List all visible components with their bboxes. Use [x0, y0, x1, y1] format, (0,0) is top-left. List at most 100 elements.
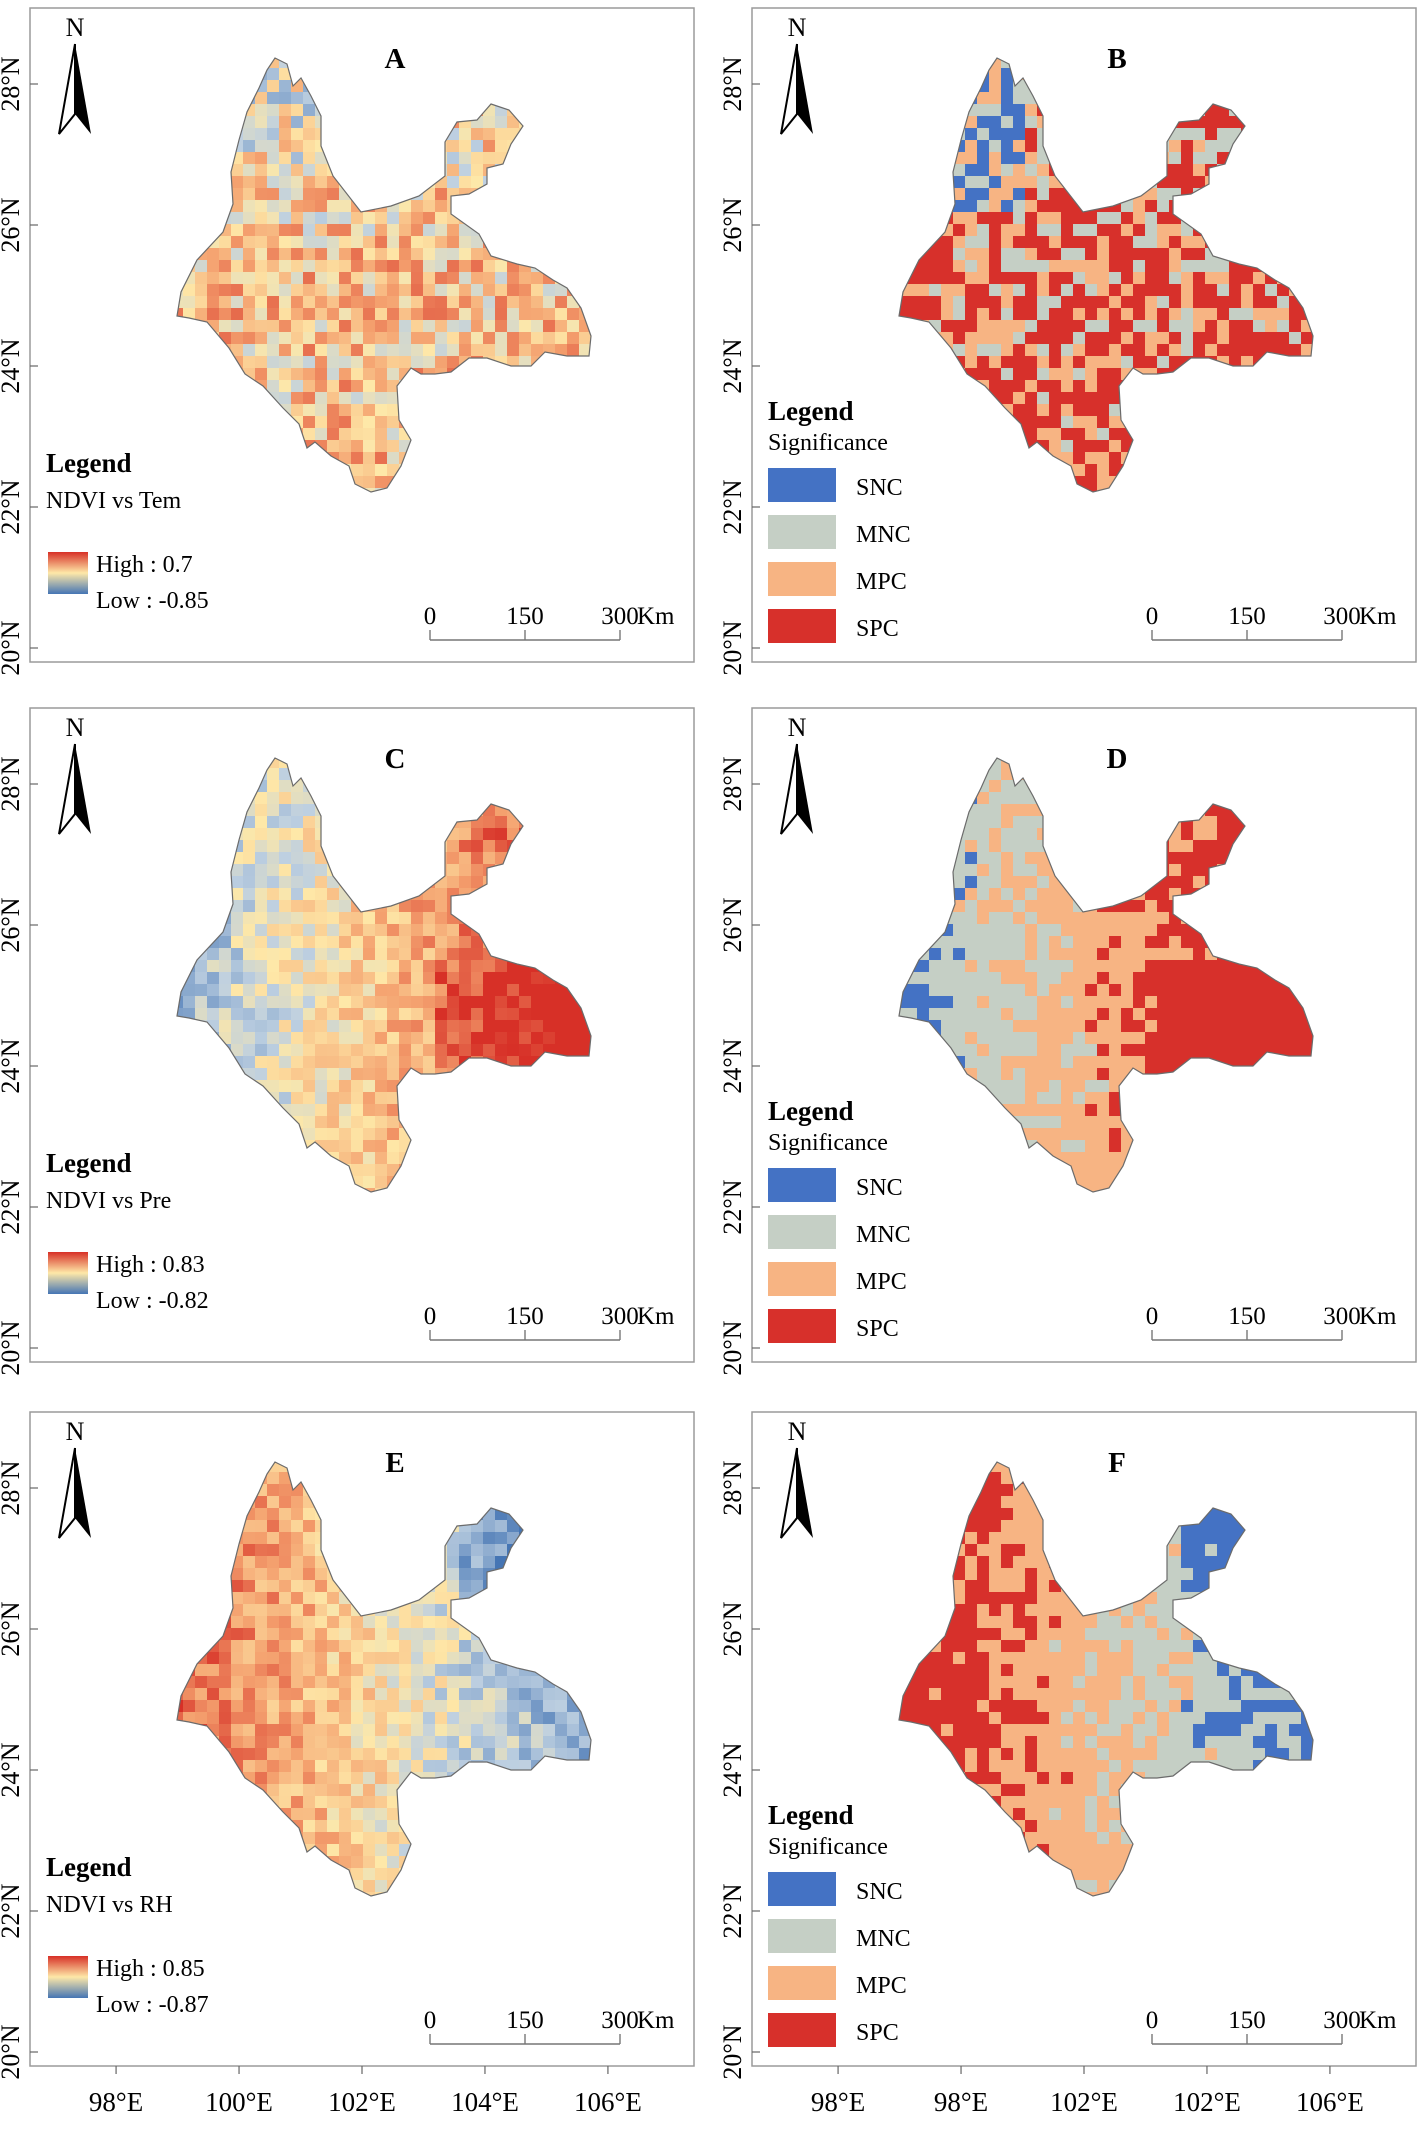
north-label: N — [66, 13, 85, 42]
legend-class-label: SPC — [856, 2020, 899, 2046]
legend-low: Low : -0.82 — [96, 1288, 209, 1314]
north-label: N — [66, 1417, 85, 1446]
legend-title: Legend — [768, 396, 854, 426]
north-label: N — [788, 713, 807, 742]
lat-label: 22°N — [718, 1883, 747, 1938]
scale-bar-label: 0 — [1146, 2007, 1159, 2034]
legend-class-label: MNC — [856, 1926, 911, 1952]
panel-letter: A — [385, 43, 406, 75]
lat-label: 24°N — [718, 1038, 747, 1093]
legend-class-label: SPC — [856, 616, 899, 642]
panel-letter: F — [1108, 1447, 1126, 1479]
lon-label-left: 106°E — [574, 2087, 642, 2117]
lon-label-left: 104°E — [451, 2087, 519, 2117]
scale-bar-unit: Km — [1359, 1303, 1397, 1330]
scale-bar-unit: Km — [1359, 2007, 1397, 2034]
legend-color-ramp — [48, 552, 88, 594]
scale-bar-label: 150 — [1228, 1303, 1266, 1330]
panel-letter: B — [1107, 43, 1126, 75]
legend-swatch-mpc — [768, 1262, 836, 1296]
legend-class-label: MPC — [856, 1973, 907, 1999]
lat-label: 24°N — [718, 1742, 747, 1797]
legend-class-label: MPC — [856, 569, 907, 595]
panel-letter: D — [1107, 743, 1128, 775]
scale-bar-label: 0 — [424, 2007, 437, 2034]
scale-bar-label: 0 — [1146, 1303, 1159, 1330]
map-panel-b: 20°N22°N24°N26°N28°NNBLegendSignificance… — [718, 8, 1416, 676]
lat-label: 26°N — [0, 197, 25, 252]
legend-swatch-mpc — [768, 562, 836, 596]
legend-subtitle: Significance — [768, 430, 888, 456]
scale-bar-unit: Km — [1359, 603, 1397, 630]
legend-swatch-spc — [768, 609, 836, 643]
legend-swatch-spc — [768, 1309, 836, 1343]
lat-label: 24°N — [718, 338, 747, 393]
legend-low: Low : -0.85 — [96, 588, 209, 614]
lat-label: 20°N — [718, 620, 747, 675]
lat-label: 24°N — [0, 338, 25, 393]
lat-label: 26°N — [0, 897, 25, 952]
map-panel-f: 20°N22°N24°N26°N28°NNFLegendSignificance… — [718, 1412, 1416, 2080]
lat-label: 26°N — [718, 1601, 747, 1656]
legend-swatch-mnc — [768, 1215, 836, 1249]
lat-label: 20°N — [0, 620, 25, 675]
lon-label-right: 102°E — [1050, 2087, 1118, 2117]
legend-class-label: MNC — [856, 522, 911, 548]
legend-high: High : 0.83 — [96, 1252, 205, 1278]
scale-bar-label: 150 — [506, 2007, 544, 2034]
legend-class-label: SNC — [856, 1879, 903, 1905]
legend-title: Legend — [46, 448, 132, 478]
legend-title: Legend — [46, 1852, 132, 1882]
scale-bar-label: 0 — [1146, 603, 1159, 630]
scale-bar-label: 150 — [1228, 2007, 1266, 2034]
north-label: N — [66, 713, 85, 742]
panel-letter: C — [385, 743, 406, 775]
legend-swatch-mnc — [768, 515, 836, 549]
legend-swatch-mpc — [768, 1966, 836, 2000]
legend-high: High : 0.85 — [96, 1956, 205, 1982]
panel-letter: E — [385, 1447, 404, 1479]
lat-label: 22°N — [718, 1179, 747, 1234]
legend-low: Low : -0.87 — [96, 1992, 209, 2018]
lat-label: 28°N — [718, 1460, 747, 1515]
scale-bar-unit: Km — [637, 603, 675, 630]
lon-label-left: 98°E — [89, 2087, 143, 2117]
scale-bar-label: 150 — [506, 1303, 544, 1330]
lat-label: 26°N — [0, 1601, 25, 1656]
north-label: N — [788, 13, 807, 42]
lon-label-left: 100°E — [205, 2087, 273, 2117]
scale-bar-label: 0 — [424, 1303, 437, 1330]
lon-label-right: 102°E — [1173, 2087, 1241, 2117]
lat-label: 20°N — [0, 1320, 25, 1375]
north-label: N — [788, 1417, 807, 1446]
legend-subtitle: NDVI vs RH — [46, 1892, 173, 1918]
legend-color-ramp — [48, 1956, 88, 1998]
lat-label: 28°N — [718, 756, 747, 811]
legend-class-label: SNC — [856, 1175, 903, 1201]
scale-bar-label: 150 — [506, 603, 544, 630]
lon-label-right: 98°E — [934, 2087, 988, 2117]
legend-color-ramp — [48, 1252, 88, 1294]
scale-bar-label: 300 — [601, 603, 639, 630]
lon-label-right: 106°E — [1296, 2087, 1364, 2117]
legend-title: Legend — [768, 1800, 854, 1830]
lon-label-left: 102°E — [328, 2087, 396, 2117]
scale-bar-unit: Km — [637, 1303, 675, 1330]
scale-bar-label: 300 — [1323, 1303, 1361, 1330]
lat-label: 28°N — [0, 1460, 25, 1515]
lat-label: 24°N — [0, 1038, 25, 1093]
lat-label: 22°N — [0, 479, 25, 534]
legend-class-label: MNC — [856, 1222, 911, 1248]
lat-label: 28°N — [0, 56, 25, 111]
legend-swatch-mnc — [768, 1919, 836, 1953]
legend-high: High : 0.7 — [96, 552, 193, 578]
lon-label-right: 98°E — [811, 2087, 865, 2117]
scale-bar-label: 0 — [424, 603, 437, 630]
lat-label: 22°N — [718, 479, 747, 534]
legend-subtitle: Significance — [768, 1834, 888, 1860]
scale-bar-label: 300 — [601, 2007, 639, 2034]
lat-label: 28°N — [0, 756, 25, 811]
scale-bar-label: 300 — [601, 1303, 639, 1330]
